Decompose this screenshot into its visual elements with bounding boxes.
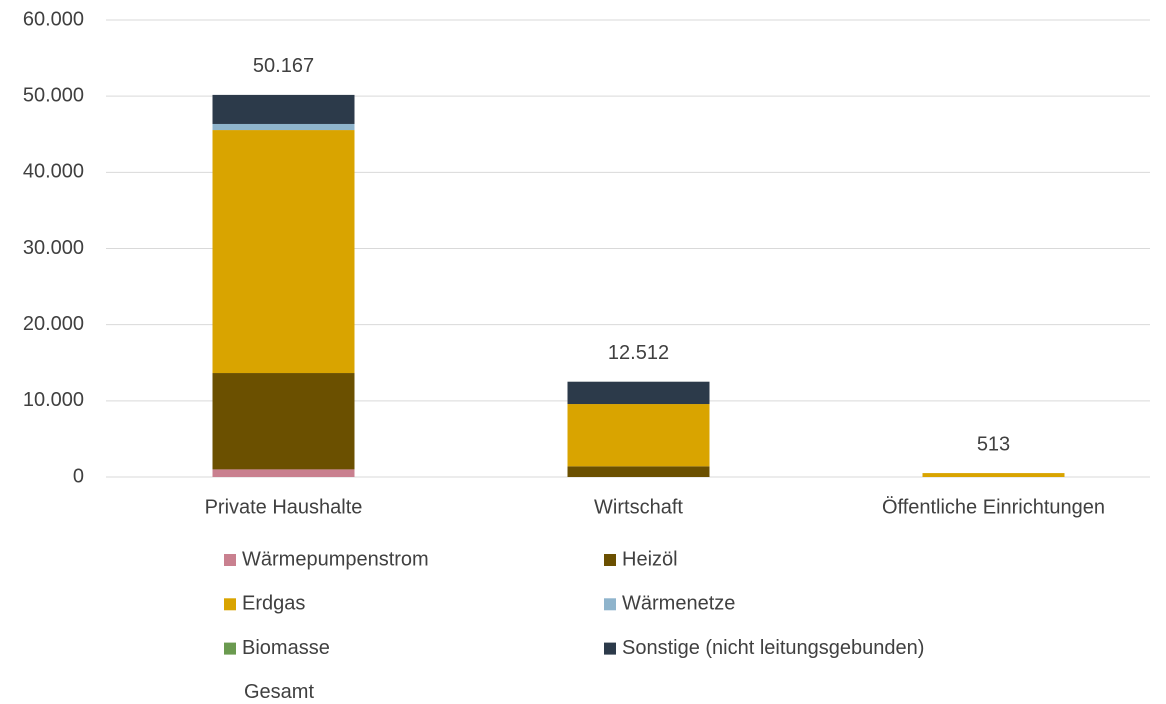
total-label: 12.512	[608, 342, 669, 364]
legend-label: Biomasse	[242, 637, 330, 659]
y-tick-label: 20.000	[23, 313, 84, 335]
bar-segment	[922, 473, 1065, 477]
x-tick-label: Wirtschaft	[594, 496, 683, 518]
legend-swatch	[224, 554, 236, 566]
y-tick-label: 60.000	[23, 8, 84, 30]
legend-label: Wärmepumpenstrom	[242, 548, 429, 570]
y-tick-label: 0	[73, 465, 84, 487]
bar-segment	[212, 123, 355, 131]
bar-segment	[212, 130, 355, 374]
y-tick-label: 30.000	[23, 237, 84, 259]
total-label: 513	[977, 433, 1010, 455]
y-tick-label: 40.000	[23, 161, 84, 183]
y-tick-label: 10.000	[23, 389, 84, 411]
total-label: 50.167	[253, 55, 314, 77]
bar-segment	[212, 469, 355, 477]
legend-swatch	[224, 642, 236, 655]
bar-segment	[212, 94, 355, 124]
legend-label: Wärmenetze	[622, 593, 735, 615]
bar-segment	[212, 373, 355, 470]
legend-label: Gesamt	[244, 681, 314, 703]
x-tick-label: Öffentliche Einrichtungen	[882, 496, 1105, 518]
legend-label: Erdgas	[242, 593, 305, 615]
bar-segment	[567, 466, 710, 477]
bar-segment	[567, 381, 710, 405]
legend-swatch	[604, 642, 616, 655]
y-tick-label: 50.000	[23, 84, 84, 106]
legend-swatch	[604, 554, 616, 566]
x-tick-label: Private Haushalte	[205, 496, 363, 518]
legend-swatch	[604, 598, 616, 611]
legend-label: Heizöl	[622, 548, 678, 570]
legend-swatch	[224, 598, 236, 611]
bar-segment	[567, 404, 710, 467]
legend-label: Sonstige (nicht leitungsgebunden)	[622, 637, 924, 659]
